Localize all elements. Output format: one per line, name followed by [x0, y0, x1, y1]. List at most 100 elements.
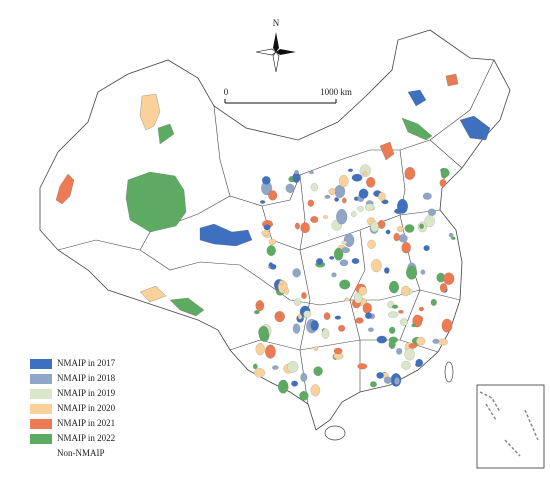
region [125, 171, 187, 233]
legend-label: NMAIP in 2021 [57, 418, 115, 428]
region [459, 115, 491, 141]
region [378, 192, 386, 202]
region [443, 272, 455, 285]
scale-bar: 0 1000 km [224, 87, 352, 104]
region [199, 223, 253, 247]
region [334, 197, 339, 202]
province-border [261, 139, 463, 207]
region [272, 365, 279, 370]
region [355, 317, 364, 324]
region [307, 199, 314, 207]
region [376, 372, 384, 379]
region [358, 286, 367, 296]
region [406, 265, 418, 280]
region [329, 256, 335, 260]
region [278, 379, 289, 394]
region [344, 297, 350, 302]
region [383, 376, 392, 384]
region [362, 171, 368, 176]
region [415, 358, 423, 367]
region [328, 188, 336, 195]
legend-swatch [30, 359, 52, 369]
region [391, 304, 399, 309]
region [268, 190, 278, 201]
region [255, 343, 265, 356]
legend-swatch [30, 419, 52, 429]
region [333, 247, 344, 261]
region [258, 326, 269, 340]
region [294, 298, 302, 306]
region [338, 324, 346, 332]
region [451, 236, 456, 240]
province-border [139, 195, 273, 251]
region [388, 339, 396, 349]
regions [55, 73, 491, 401]
region [404, 166, 416, 180]
region [323, 215, 329, 219]
region [427, 208, 436, 216]
region [404, 224, 415, 233]
region [331, 272, 337, 278]
country-outline [39, 29, 511, 431]
region [139, 285, 167, 303]
region [377, 219, 386, 229]
region [348, 168, 353, 172]
region [416, 336, 426, 346]
province-border [213, 105, 231, 197]
region [341, 247, 350, 254]
province-border [349, 229, 366, 392]
region [301, 292, 307, 300]
region [270, 263, 277, 270]
region [157, 123, 175, 145]
region [334, 315, 341, 320]
region [351, 258, 360, 264]
region [338, 175, 349, 188]
region [384, 267, 390, 274]
region [260, 200, 266, 204]
province-border [271, 209, 441, 251]
region [424, 215, 435, 228]
scale-start: 0 [224, 87, 229, 97]
region [169, 297, 205, 317]
region [292, 323, 301, 334]
region [376, 335, 387, 344]
region [370, 221, 379, 233]
scale-end: 1000 km [320, 87, 352, 97]
region [268, 238, 276, 245]
region [300, 372, 308, 382]
region [342, 197, 347, 204]
region [263, 224, 271, 231]
province-border [429, 59, 495, 141]
region [310, 384, 321, 397]
hainan [324, 425, 346, 441]
province-border [57, 239, 263, 281]
region [323, 312, 331, 320]
legend-label: Non-NMAIP [57, 448, 105, 458]
region [292, 268, 301, 278]
inset [476, 384, 545, 469]
region [401, 285, 411, 297]
region [420, 269, 426, 275]
region [441, 318, 453, 333]
region [357, 206, 364, 212]
region [336, 208, 348, 225]
region [341, 240, 348, 245]
region [303, 310, 312, 318]
region [333, 347, 343, 355]
region [394, 377, 400, 385]
region [401, 117, 433, 141]
legend-swatch [30, 374, 52, 384]
region [407, 89, 427, 107]
region [351, 173, 363, 182]
region [261, 176, 271, 185]
region [423, 245, 430, 252]
region [398, 234, 408, 243]
north-arrow: N [255, 18, 296, 73]
region [309, 171, 314, 175]
region [253, 363, 258, 370]
region [430, 298, 437, 306]
region [419, 223, 424, 229]
region [294, 170, 299, 175]
region [139, 93, 161, 131]
